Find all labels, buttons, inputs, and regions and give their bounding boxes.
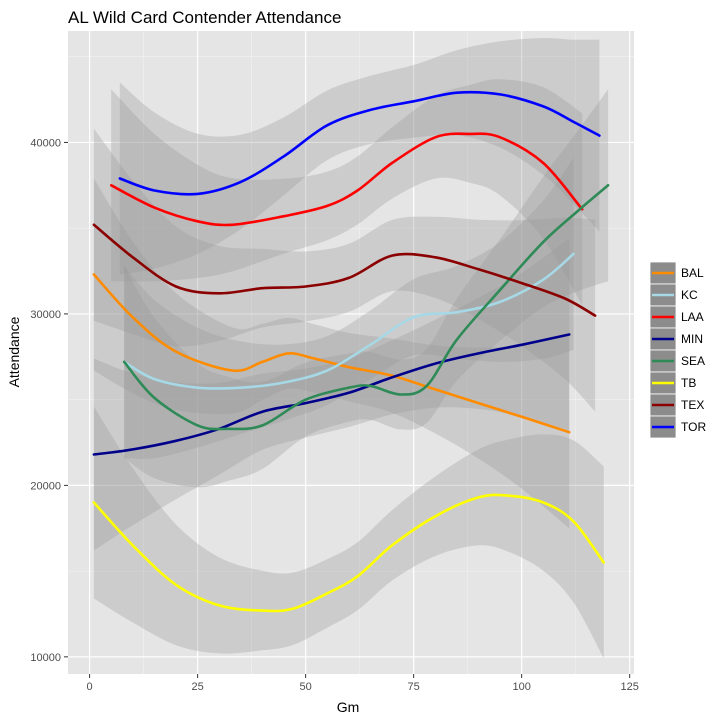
x-tick-label: 100: [512, 681, 530, 693]
series-line-tb: [92, 493, 606, 613]
y-tick-label: 40000: [30, 137, 61, 149]
y-axis-title: Attendance: [6, 316, 22, 387]
x-tick-label: 0: [87, 681, 93, 693]
series-line-tex: [92, 223, 597, 317]
legend-label-bal: BAL: [681, 266, 704, 280]
legend-label-min: MIN: [681, 332, 703, 346]
axis-ticks: 0 25 50 75 100 125 10000 20000 30000 40000: [30, 137, 638, 693]
x-tick-label: 75: [408, 681, 420, 693]
confidence-band-tb: [93, 406, 604, 659]
grid-lines: [68, 31, 634, 674]
legend-label-laa: LAA: [681, 310, 704, 324]
series-line-tor: [118, 90, 601, 196]
x-axis-title: Gm: [337, 699, 360, 715]
legend-label-tb: TB: [681, 376, 696, 390]
series-line-bal: [92, 273, 571, 434]
x-tick-label: 50: [300, 681, 312, 693]
y-tick-label: 10000: [30, 652, 61, 664]
series-lines: [92, 90, 610, 613]
y-tick-label: 20000: [30, 480, 61, 492]
series-line-min: [92, 333, 571, 456]
series-line-laa: [109, 132, 584, 227]
legend-label-kc: KC: [681, 288, 698, 302]
legend-label-tex: TEX: [681, 398, 704, 412]
legend: BAL KC LAA MIN SEA TB TEX TOR: [649, 261, 706, 439]
series-line-kc: [122, 252, 575, 390]
plot-panel: [68, 31, 634, 674]
chart-title: AL Wild Card Contender Attendance: [68, 8, 341, 27]
x-tick-label: 125: [620, 681, 638, 693]
confidence-band-tex: [93, 128, 596, 412]
y-tick-label: 30000: [30, 309, 61, 321]
confidence-band-min: [93, 238, 570, 551]
series-line-sea: [122, 184, 610, 431]
legend-label-tor: TOR: [681, 420, 706, 434]
confidence-band-kc: [124, 157, 574, 459]
confidence-band-bal: [93, 178, 570, 529]
confidence-band-tor: [119, 37, 600, 275]
legend-label-sea: SEA: [681, 354, 705, 368]
x-tick-label: 25: [191, 681, 203, 693]
confidence-band-laa: [111, 79, 583, 306]
